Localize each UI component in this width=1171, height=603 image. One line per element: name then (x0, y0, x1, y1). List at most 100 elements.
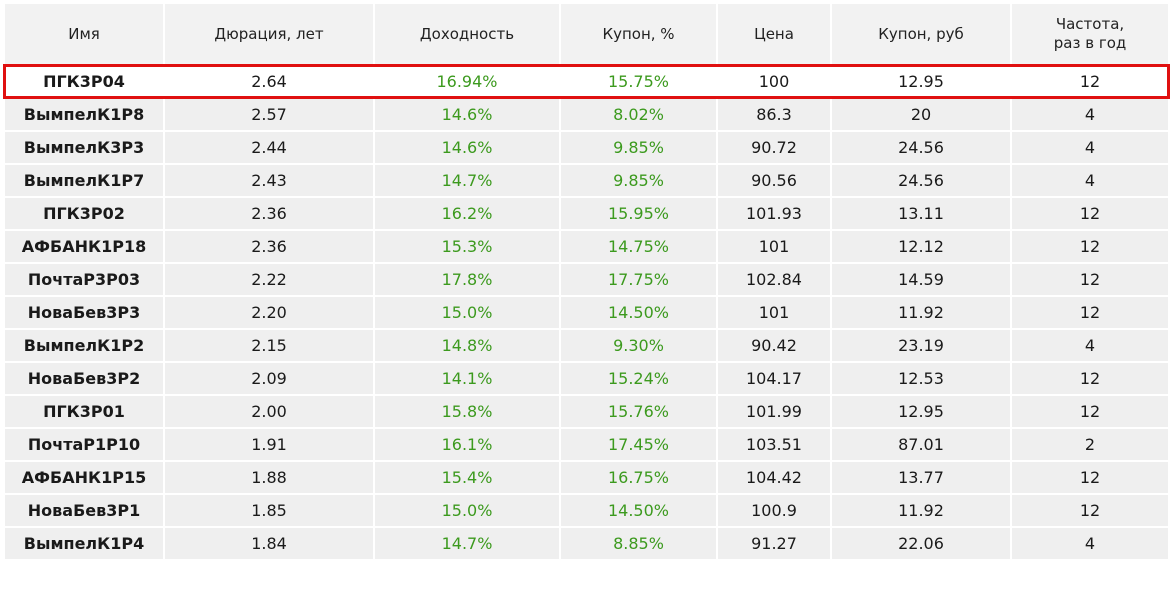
table-cell: 1.88 (165, 462, 373, 493)
table-cell: 2.36 (165, 198, 373, 229)
header-cell: Дюрация, лет (165, 4, 373, 64)
table-cell: АФБАНК1Р15 (5, 462, 163, 493)
table-cell: 9.85% (561, 132, 716, 163)
table-cell: 12 (1012, 198, 1168, 229)
table-cell: 90.42 (718, 330, 830, 361)
table-cell: ВымпелК3Р3 (5, 132, 163, 163)
table-cell: ПочтаР3Р03 (5, 264, 163, 295)
table-row: ВымпелК1Р2 2.15 14.8% 9.30% 90.42 23.19 4 (5, 330, 1168, 361)
table-cell: 12 (1012, 264, 1168, 295)
table-cell: 9.85% (561, 165, 716, 196)
table-cell: 9.30% (561, 330, 716, 361)
table-cell: 4 (1012, 99, 1168, 130)
table-cell: 16.2% (375, 198, 559, 229)
table-cell: 16.94% (375, 66, 559, 97)
table-cell: ПГК3Р04 (5, 66, 163, 97)
table-row: НоваБев3Р3 2.20 15.0% 14.50% 101 11.92 12 (5, 297, 1168, 328)
header-cell: Доходность (375, 4, 559, 64)
table-cell: 90.72 (718, 132, 830, 163)
table-cell: 12.53 (832, 363, 1010, 394)
table-row: НоваБев3Р1 1.85 15.0% 14.50% 100.9 11.92 12 (5, 495, 1168, 526)
table-cell: 1.91 (165, 429, 373, 460)
table-cell: 11.92 (832, 495, 1010, 526)
header-cell: Частота, раз в год (1012, 4, 1168, 64)
table-cell: 2.64 (165, 66, 373, 97)
table-cell: ВымпелК1Р7 (5, 165, 163, 196)
table-cell: 101 (718, 297, 830, 328)
table-cell: ВымпелК1Р4 (5, 528, 163, 559)
table-cell: 2.43 (165, 165, 373, 196)
table-cell: 4 (1012, 165, 1168, 196)
table-cell: 2.09 (165, 363, 373, 394)
table-cell: 12 (1012, 495, 1168, 526)
table-cell: 24.56 (832, 165, 1010, 196)
table-row: ПочтаР1Р10 1.91 16.1% 17.45% 103.51 87.01 2 (5, 429, 1168, 460)
table-cell: 2.20 (165, 297, 373, 328)
table-cell: 103.51 (718, 429, 830, 460)
table-cell: 100.9 (718, 495, 830, 526)
table-row: ВымпелК1Р7 2.43 14.7% 9.85% 90.56 24.56 4 (5, 165, 1168, 196)
table-cell: 16.1% (375, 429, 559, 460)
table-cell: ПГК3Р02 (5, 198, 163, 229)
table-cell: 1.84 (165, 528, 373, 559)
table-cell: 12.12 (832, 231, 1010, 262)
table-cell: НоваБев3Р2 (5, 363, 163, 394)
table-cell: 14.7% (375, 528, 559, 559)
table-cell: 14.1% (375, 363, 559, 394)
table-cell: 14.75% (561, 231, 716, 262)
table-cell: 2 (1012, 429, 1168, 460)
table-cell: 14.50% (561, 495, 716, 526)
table-cell: ПГК3Р01 (5, 396, 163, 427)
table-cell: 12 (1012, 462, 1168, 493)
table-cell: 13.77 (832, 462, 1010, 493)
header-cell: Купон, руб (832, 4, 1010, 64)
table-cell: 1.85 (165, 495, 373, 526)
table-cell: 17.45% (561, 429, 716, 460)
table-cell: 15.24% (561, 363, 716, 394)
table-cell: 14.7% (375, 165, 559, 196)
table-cell: НоваБев3Р1 (5, 495, 163, 526)
table-cell: 23.19 (832, 330, 1010, 361)
bond-table: Имя Дюрация, лет Доходность Купон, % Цена Куп… (3, 2, 1170, 561)
table-cell: 8.02% (561, 99, 716, 130)
table-cell: 4 (1012, 528, 1168, 559)
table-cell: 15.0% (375, 495, 559, 526)
table-cell: 8.85% (561, 528, 716, 559)
table-row: ВымпелК1Р8 2.57 14.6% 8.02% 86.3 20 4 (5, 99, 1168, 130)
table-cell: 15.0% (375, 297, 559, 328)
table-cell: 20 (832, 99, 1010, 130)
table-cell: ПочтаР1Р10 (5, 429, 163, 460)
table-cell: 12 (1012, 66, 1168, 97)
table-cell: 15.75% (561, 66, 716, 97)
table-cell: 15.95% (561, 198, 716, 229)
table-cell: 14.50% (561, 297, 716, 328)
table-cell: 101.99 (718, 396, 830, 427)
table-cell: 86.3 (718, 99, 830, 130)
table-cell: 14.6% (375, 99, 559, 130)
table-cell: 100 (718, 66, 830, 97)
header-cell: Цена (718, 4, 830, 64)
table-cell: 104.42 (718, 462, 830, 493)
table-cell: 14.6% (375, 132, 559, 163)
table-cell: 12 (1012, 231, 1168, 262)
table-row: ВымпелК1Р4 1.84 14.7% 8.85% 91.27 22.06 4 (5, 528, 1168, 559)
table-cell: 90.56 (718, 165, 830, 196)
table-cell: 15.3% (375, 231, 559, 262)
header-row: Имя Дюрация, лет Доходность Купон, % Цена Куп… (5, 4, 1168, 64)
header-cell: Имя (5, 4, 163, 64)
table-body: ПГК3Р04 2.64 16.94% 15.75% 100 12.95 12 ВымпелК… (5, 66, 1168, 559)
table-cell: НоваБев3Р3 (5, 297, 163, 328)
table-cell: ВымпелК1Р2 (5, 330, 163, 361)
table-cell: 14.8% (375, 330, 559, 361)
header-cell: Купон, % (561, 4, 716, 64)
table-cell: 11.92 (832, 297, 1010, 328)
table-cell: 15.8% (375, 396, 559, 427)
table-cell: 4 (1012, 330, 1168, 361)
table-cell: 2.36 (165, 231, 373, 262)
table-cell: 101 (718, 231, 830, 262)
table-cell: 14.59 (832, 264, 1010, 295)
table-cell: 17.75% (561, 264, 716, 295)
table-cell: 12.95 (832, 66, 1010, 97)
table-cell: 101.93 (718, 198, 830, 229)
